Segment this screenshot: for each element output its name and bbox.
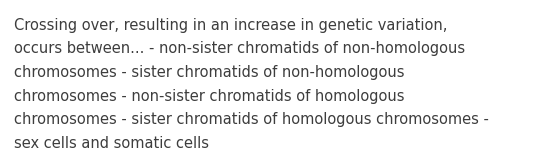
Text: chromosomes - non-sister chromatids of homologous: chromosomes - non-sister chromatids of h… [14, 89, 405, 104]
Text: chromosomes - sister chromatids of homologous chromosomes -: chromosomes - sister chromatids of homol… [14, 112, 489, 127]
Text: chromosomes - sister chromatids of non-homologous: chromosomes - sister chromatids of non-h… [14, 65, 405, 80]
Text: sex cells and somatic cells: sex cells and somatic cells [14, 135, 209, 150]
Text: Crossing over, resulting in an increase in genetic variation,: Crossing over, resulting in an increase … [14, 18, 448, 33]
Text: occurs between... - non-sister chromatids of non-homologous: occurs between... - non-sister chromatid… [14, 42, 465, 56]
